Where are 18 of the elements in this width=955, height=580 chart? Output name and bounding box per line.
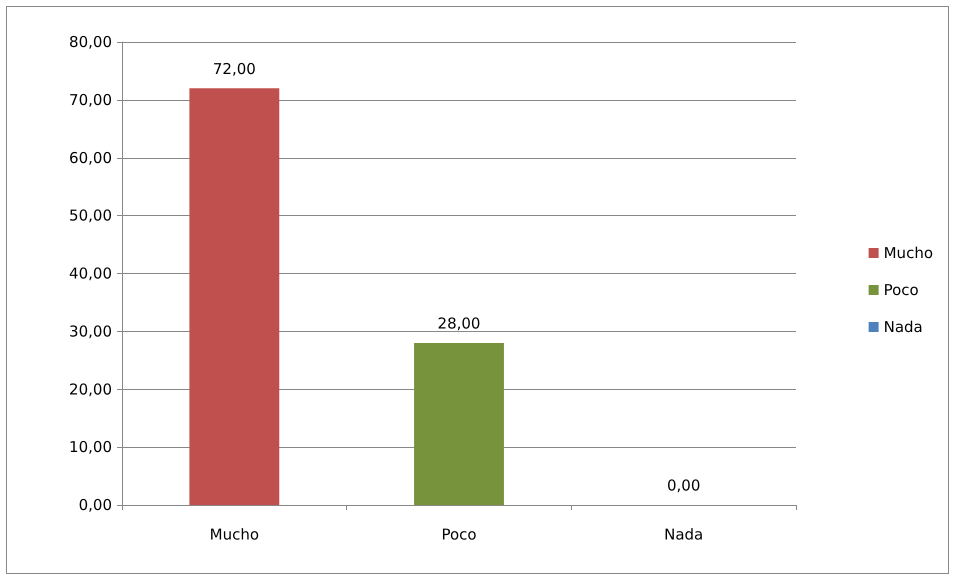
data-label: 72,00 (212, 60, 256, 78)
y-tick-label: 10,00 (69, 438, 112, 456)
y-tick-label: 40,00 (69, 264, 112, 282)
y-tick-label: 30,00 (69, 322, 112, 340)
y-tick-label: 60,00 (69, 148, 112, 167)
data-label: 28,00 (438, 314, 480, 332)
y-tick-label: 70,00 (69, 90, 112, 109)
legend-label: Poco (884, 281, 919, 299)
y-tick-label: 20,00 (69, 380, 112, 398)
y-tick-label: 0,00 (78, 496, 112, 514)
legend-label: Mucho (884, 244, 934, 262)
x-tick-label: Mucho (210, 526, 260, 544)
x-tick-label: Poco (441, 526, 477, 544)
y-tick-label: 80,00 (69, 33, 112, 51)
y-tick-label: 50,00 (69, 206, 112, 225)
legend-label: Nada (884, 318, 923, 336)
data-label: 0,00 (666, 476, 700, 494)
x-tick-label: Nada (664, 526, 704, 544)
